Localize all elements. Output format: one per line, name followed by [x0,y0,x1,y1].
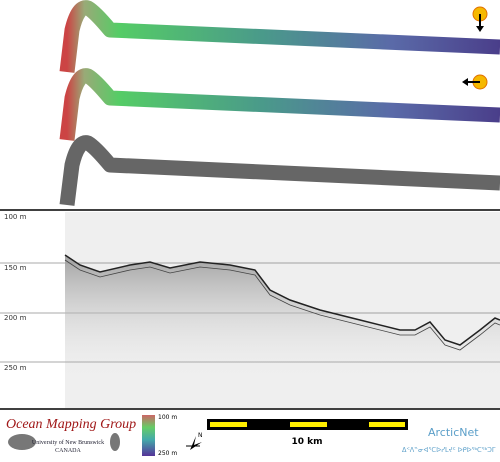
logo-shape [110,433,120,451]
sediment [65,255,500,380]
scale-bar [207,419,408,430]
swath-strip [59,0,500,73]
north-label: N [198,432,203,439]
color-bar [142,415,155,456]
depth-label: 100 m [4,213,27,221]
university: University of New Brunswick [32,439,104,446]
color-scale-top: 100 m [158,414,177,421]
swath-strip [59,68,500,141]
depth-label: 150 m [4,264,27,272]
swath-strip [59,135,500,206]
sun-icon [472,6,488,32]
scale-label: 10 km [291,437,322,447]
depth-label: 200 m [4,314,27,322]
color-scale-bottom: 250 m [158,450,177,457]
partner-name: ArcticNet [428,426,479,439]
swath-strips [59,0,500,206]
north-arrow: N [186,432,203,450]
partner-syllabics: ᐃᑉᐱᓐᓂᐊᕐᑕᐅᓯᒪᔪᑦ ᐅᑭᐅᖅᑕᖅᑐᒥ [402,446,496,454]
logo-shape [8,434,36,450]
sun-icon [462,74,488,90]
country: CANADA [55,448,81,454]
subbottom-reflector [64,259,500,351]
group-name: Ocean Mapping Group [6,417,136,432]
seafloor [64,254,500,346]
depth-label: 250 m [4,364,27,372]
